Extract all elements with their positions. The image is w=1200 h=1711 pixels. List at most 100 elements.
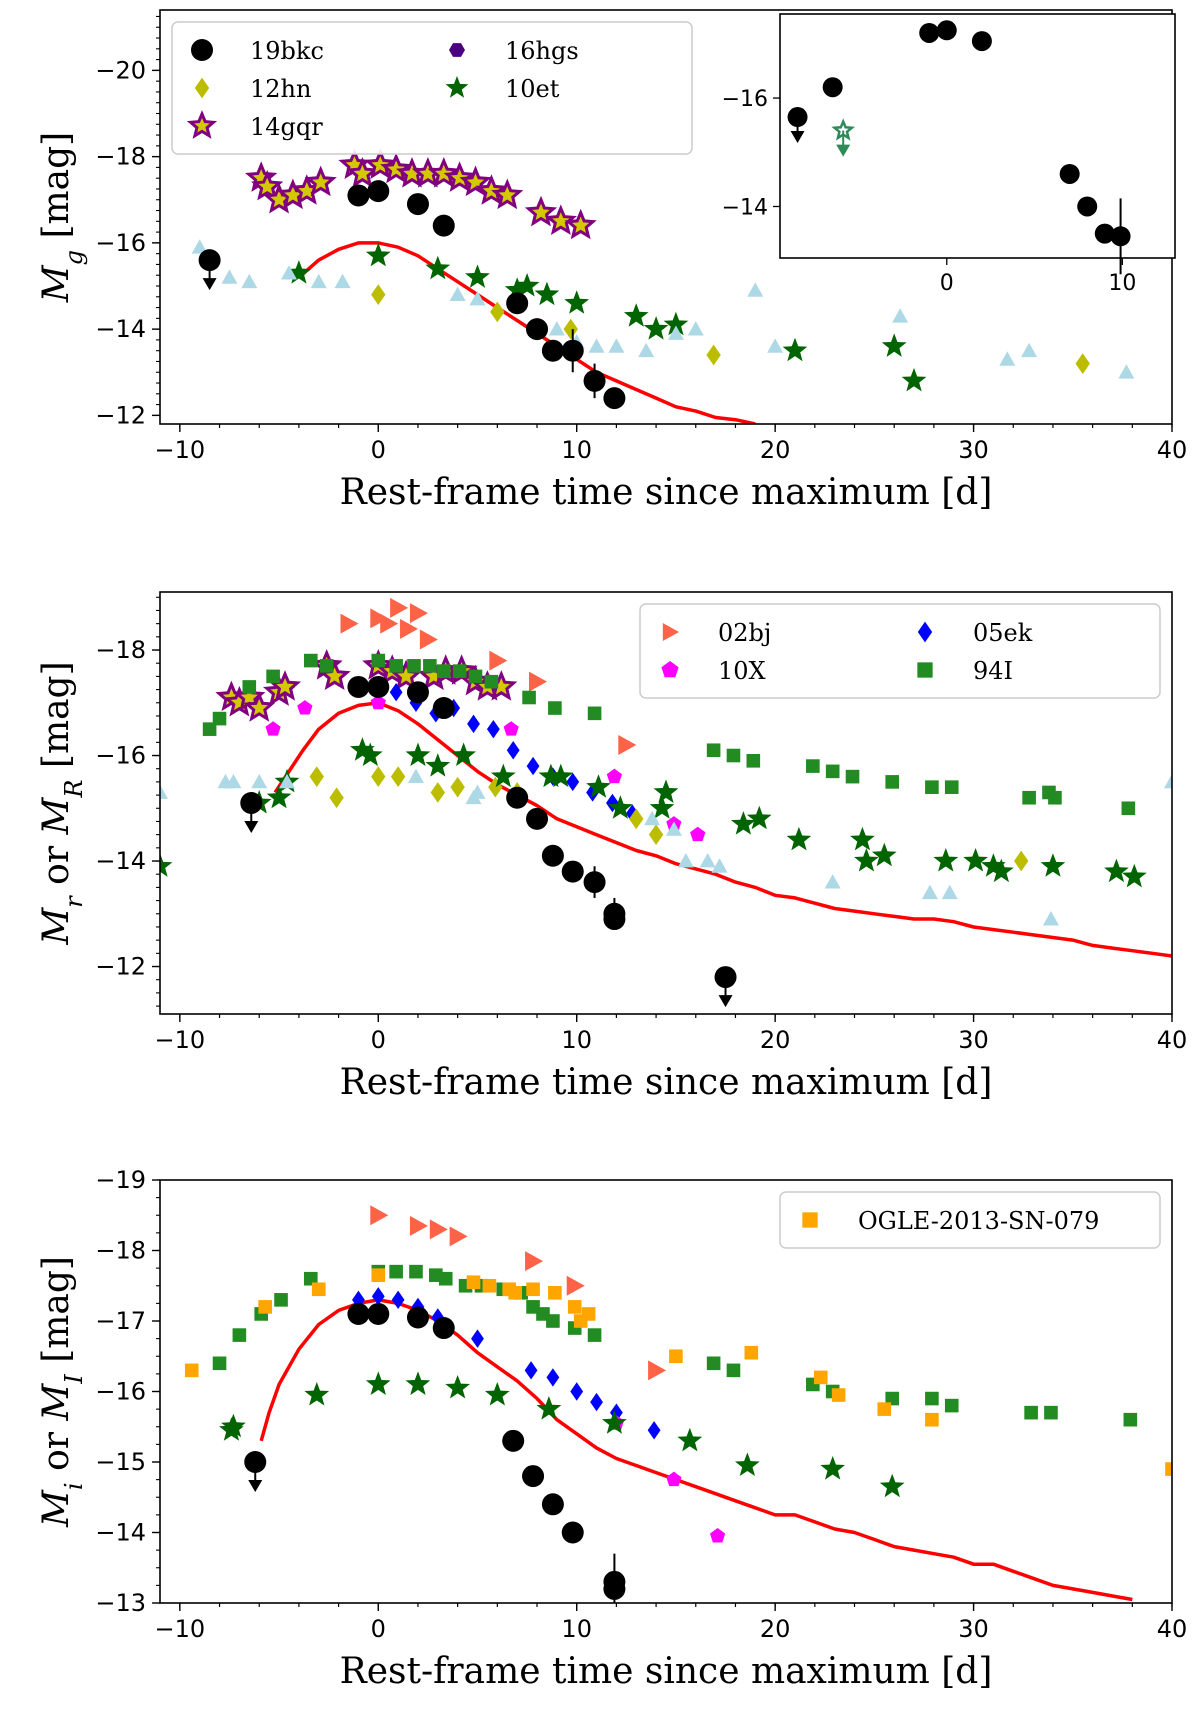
point-94i [202, 722, 217, 736]
legend-marker-10x [661, 661, 679, 678]
point-94i [319, 659, 334, 673]
x-tick-label: 10 [561, 436, 592, 464]
legend-marker-ogle-2013-sn-079 [802, 1212, 818, 1228]
y-axis-title-subscript: i [60, 1482, 88, 1490]
point-light-blue-comparison [892, 308, 909, 323]
point-light-blue-comparison [225, 773, 242, 789]
inset-x-tick-label: 0 [940, 271, 954, 296]
point-19bkc [406, 193, 429, 216]
inset-upper-limit-arrow-head [790, 131, 805, 144]
legend-marker-12hn [194, 77, 210, 99]
point-12hn [563, 318, 578, 340]
point-ogle-2013-sn-079 [813, 1370, 828, 1385]
point-94i [232, 1328, 247, 1342]
point-light-blue-comparison [469, 290, 486, 306]
point-10et [534, 281, 560, 306]
point-94i [304, 1271, 318, 1286]
inset-point-19bkc-early [822, 77, 843, 98]
point-10et [548, 763, 574, 788]
point-05ek [352, 1290, 365, 1310]
legend-box [779, 1191, 1161, 1249]
point-94i [452, 664, 467, 678]
inset-point-19bkc [919, 22, 940, 43]
point-94i [845, 769, 860, 784]
point-light-blue-comparison [407, 768, 424, 784]
point-94i [484, 674, 499, 689]
point-10et [881, 333, 907, 357]
point-05ek [471, 1329, 484, 1348]
series-94i [212, 1264, 1138, 1427]
point-10et [854, 848, 879, 872]
point-light-blue-comparison [588, 338, 605, 353]
point-light-blue-comparison [1118, 364, 1135, 379]
inset-series-ztf-limit [831, 118, 855, 157]
point-12hn [706, 344, 721, 366]
point-94i [925, 780, 939, 794]
point-14gqr [243, 691, 276, 722]
inset-y-tick-label: −16 [722, 87, 768, 112]
point-19bkc [367, 675, 390, 698]
x-axis-title: Rest-frame time since maximum [d] [340, 1062, 993, 1103]
point-94i [304, 653, 318, 668]
series-10x [265, 694, 706, 842]
y-axis-title-text: or [36, 835, 77, 897]
y-tick-label: −13 [95, 1589, 146, 1617]
point-94i [389, 1264, 403, 1279]
point-19bkc [526, 807, 549, 830]
legend-box [639, 603, 1161, 699]
y-axis-title-part: [mag] [36, 1256, 77, 1374]
point-ogle-2013-sn-079 [466, 1275, 481, 1290]
y-axis-title-part: [mag] [36, 661, 77, 779]
point-05ek [486, 719, 500, 739]
point-94i [436, 664, 451, 678]
point-02bj [390, 597, 409, 618]
point-02bj [419, 629, 438, 650]
point-94i [1044, 1405, 1058, 1420]
point-light-blue-comparison [334, 273, 351, 289]
point-19bkc [522, 1465, 545, 1488]
panel-r: −10 0 10 20 30 40 −18 −16 −14 −12 Rest-frame time … [36, 591, 1187, 1103]
point-94i [212, 711, 227, 726]
point-02bj [380, 613, 399, 634]
point-12hn [390, 766, 406, 787]
point-light-blue-comparison [921, 884, 938, 900]
series-02bj [340, 597, 637, 755]
point-14gqr [475, 174, 508, 205]
legend-label-16hgs: 16hgs [505, 37, 579, 65]
model-curve-line [273, 701, 1172, 958]
point-12hn [1075, 353, 1090, 374]
point-10et [649, 795, 675, 819]
point-10et [266, 784, 292, 809]
panel-i: −10 0 10 20 30 40 −19 −18 −17 −16 −15 −14 −13 Rest-fr… [36, 1166, 1187, 1692]
point-10x [690, 826, 706, 842]
point-ogle-2013-sn-079 [258, 1300, 272, 1314]
point-05ek [526, 756, 540, 776]
series-02bj [370, 1205, 667, 1381]
point-94i [885, 775, 900, 789]
point-10et [663, 311, 689, 336]
point-14gqr [427, 157, 460, 188]
point-ogle-2013-sn-079 [567, 1300, 582, 1314]
point-10et [677, 1427, 703, 1452]
point-10et [963, 848, 988, 872]
point-10x [503, 721, 519, 736]
y-axis-title-part: or M [36, 1383, 77, 1483]
legend-label-94i: 94I [973, 657, 1013, 685]
point-14gqr [380, 152, 413, 184]
upper-limit-arrow-head [718, 995, 733, 1008]
inset-upper-limit-arrow-head [836, 144, 851, 157]
point-10et [425, 753, 451, 777]
point-94i [266, 669, 280, 684]
point-10et [850, 826, 875, 851]
point-02bj [400, 618, 419, 639]
legend: 02bj 05ek 10X 94I [639, 603, 1161, 699]
point-02bj [370, 608, 389, 629]
x-axis-title: Rest-frame time since maximum [d] [340, 472, 993, 513]
point-10et [445, 1375, 470, 1399]
point-94i [242, 680, 257, 694]
y-axis-title-part: M [36, 1489, 77, 1528]
point-light-blue-comparison [251, 773, 268, 789]
x-tick-label: 0 [371, 1026, 386, 1054]
x-tick-label: 30 [958, 1615, 989, 1643]
